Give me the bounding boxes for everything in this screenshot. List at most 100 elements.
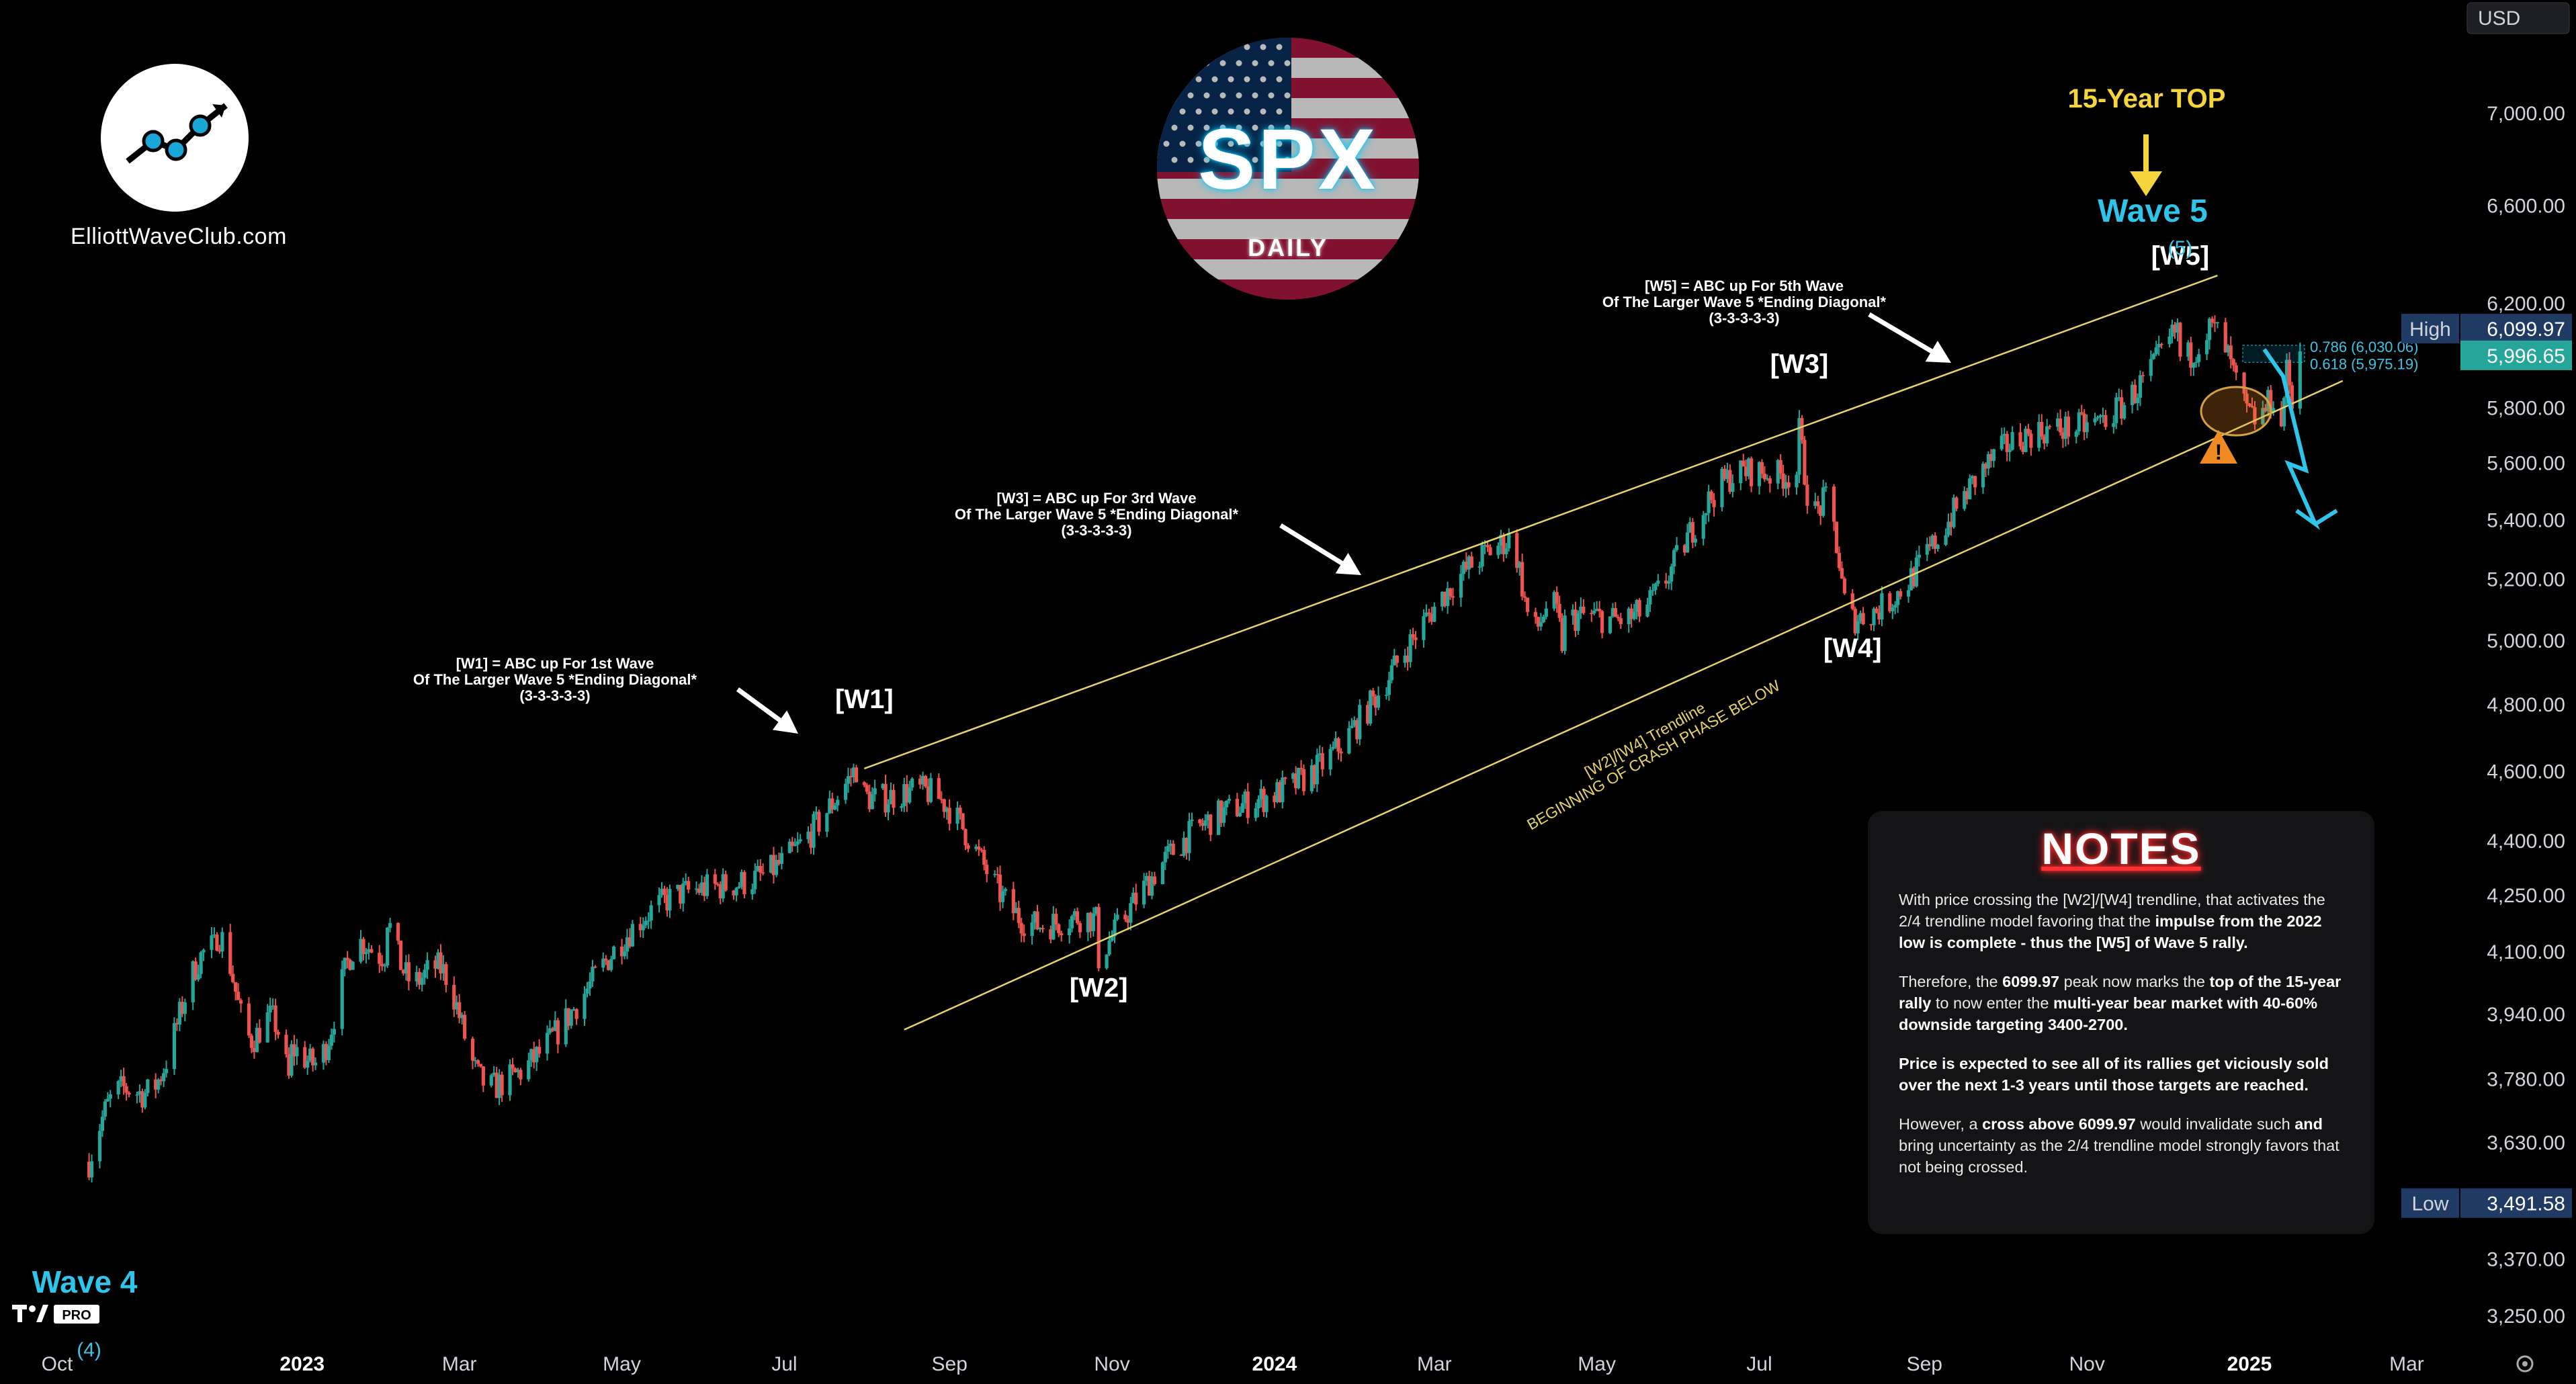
candle-body xyxy=(1971,476,1975,479)
candle-body xyxy=(361,939,366,955)
candle-body xyxy=(980,849,984,851)
candle-body xyxy=(2207,318,2212,341)
candle-body xyxy=(1914,557,1919,587)
low-price-tag-value: 3,491.58 xyxy=(2487,1193,2565,1215)
candle-body xyxy=(327,1045,331,1060)
candle-body xyxy=(588,981,592,989)
candle-body xyxy=(529,1049,533,1061)
candle-body xyxy=(2074,431,2078,437)
candle-body xyxy=(679,885,683,904)
candle-body xyxy=(1371,690,1375,697)
candle-body xyxy=(1712,500,1716,507)
tradingview-logo: PRO xyxy=(9,1301,103,1328)
flag-star xyxy=(1195,76,1202,83)
candle-body xyxy=(774,859,779,875)
candle-body xyxy=(1022,933,1026,937)
candle-body xyxy=(191,961,195,1002)
candle-body xyxy=(846,776,851,784)
candle-body xyxy=(769,855,773,873)
candle-body xyxy=(1259,789,1263,799)
candle-body xyxy=(1869,624,1873,625)
settings-gear-icon[interactable] xyxy=(2516,1355,2534,1373)
candle-body xyxy=(284,1035,288,1055)
price-axis[interactable]: 7,000.00 6,600.00 6,200.00 5,800.00 5,600.00… xyxy=(2401,2,2572,1328)
flag-star xyxy=(1276,44,1283,50)
candle-body xyxy=(1619,618,1623,625)
candle-body xyxy=(1406,655,1410,662)
price-tick-label: 5,200.00 xyxy=(2487,568,2565,591)
candle-body xyxy=(470,1039,475,1061)
low-price-tag: Low 3,491.58 xyxy=(2401,1188,2572,1218)
candle-body xyxy=(1875,608,1879,613)
candle-body xyxy=(2226,345,2230,353)
notes-panel: NOTES With price crossing the [W2]/[W4] … xyxy=(1868,811,2374,1234)
candle-body xyxy=(1682,545,1687,553)
w5-arrow-head xyxy=(1925,341,1951,363)
time-tick-label: May xyxy=(1578,1353,1616,1375)
w5-description-line: [W5] = ABC up For 5th Wave xyxy=(1645,277,1844,294)
candle-body xyxy=(1762,474,1767,480)
candle-body xyxy=(697,888,701,893)
current-price-tag-value-bg xyxy=(2460,340,2572,370)
candle-body xyxy=(324,1043,329,1060)
time-tick-label: Nov xyxy=(2069,1353,2104,1375)
candle-body xyxy=(271,1005,275,1007)
flag-star xyxy=(1236,157,1242,163)
flag-star xyxy=(1163,44,1170,50)
candle-body xyxy=(1134,892,1138,905)
candle-body xyxy=(439,952,443,974)
candle-body xyxy=(1896,591,1900,605)
price-tick-label: 3,940.00 xyxy=(2487,1004,2565,1026)
flag-star xyxy=(1252,157,1258,163)
candle-body xyxy=(508,1064,512,1096)
candle-body xyxy=(292,1044,296,1057)
candle-body xyxy=(2157,343,2161,348)
low-price-tag-label-bg xyxy=(2401,1188,2459,1218)
candle-body xyxy=(732,890,736,896)
candle-body xyxy=(1209,814,1213,835)
time-tick-label: May xyxy=(603,1353,641,1375)
candle-body xyxy=(2154,347,2158,355)
time-axis[interactable]: Oct 2023 Mar May Jul Sep Nov 2024 Mar May Jul Sep No… xyxy=(42,1353,2534,1375)
time-tick-label: Sep xyxy=(932,1353,968,1375)
candle-body xyxy=(2021,446,2025,452)
price-tick-label: 7,000.00 xyxy=(2487,103,2565,125)
candle-body xyxy=(2298,351,2302,409)
candle-body xyxy=(1203,820,1207,826)
candle-body xyxy=(1608,616,1613,634)
fib-618-label: 0.618 (5,975.19) xyxy=(2310,355,2418,372)
candle-body xyxy=(553,1020,558,1031)
candle-body xyxy=(945,808,949,812)
candle-body xyxy=(1315,754,1319,785)
candle-body xyxy=(992,873,997,875)
candle-body xyxy=(1747,458,1751,476)
candle-body xyxy=(161,1073,166,1082)
candle-body xyxy=(1778,460,1783,474)
low-price-tag-label: Low xyxy=(2411,1193,2448,1215)
candle-body xyxy=(1477,566,1482,568)
candle-body xyxy=(1768,478,1772,484)
candle-body xyxy=(423,969,427,978)
candle-body xyxy=(1507,533,1511,549)
candle-body xyxy=(812,814,816,848)
notes-paragraph-3: Price is expected to see all of its rall… xyxy=(1899,1055,2329,1094)
time-tick-label: Jul xyxy=(1746,1353,1772,1375)
w3-description-line: (3-3-3-3-3) xyxy=(1061,522,1131,539)
candle-body xyxy=(1273,795,1277,802)
candle-body xyxy=(779,853,784,864)
candle-body xyxy=(532,1049,536,1063)
time-tick-label: Oct xyxy=(42,1353,73,1375)
candle-body xyxy=(1893,605,1897,608)
candle-body xyxy=(662,888,667,896)
flag-star xyxy=(1171,92,1178,99)
candle-body xyxy=(1373,696,1378,708)
currency-selector[interactable]: USD xyxy=(2466,2,2570,34)
candle-body xyxy=(1837,553,1842,568)
candle-body xyxy=(1936,544,1940,549)
candle-body xyxy=(1094,907,1098,914)
candle-body xyxy=(1597,609,1602,611)
candle-body xyxy=(2096,417,2100,419)
candle-body xyxy=(103,1101,107,1117)
